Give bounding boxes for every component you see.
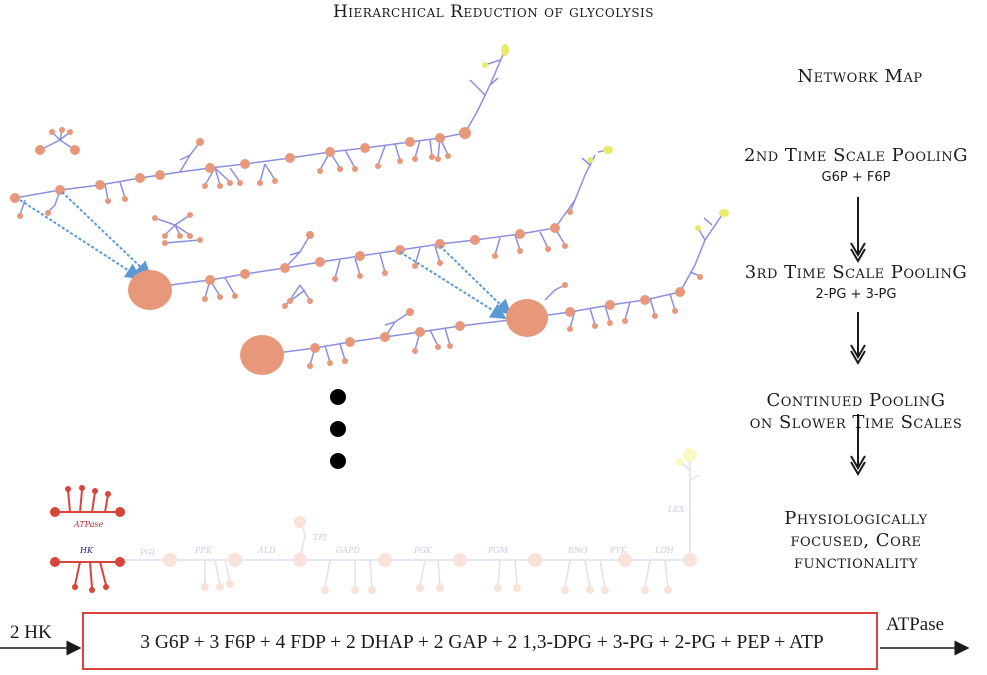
ellipsis-dot: [330, 421, 346, 437]
ellipsis-dot: [330, 389, 346, 405]
output-label: ATPase: [886, 614, 945, 635]
input-label: 2 HK: [10, 622, 52, 643]
hk-label: HK: [79, 546, 94, 555]
svg-text:PGI: PGI: [139, 548, 156, 557]
step-continued-pooling: Continued PoolinG on Slower Time Scales: [749, 390, 963, 433]
step-core-functionality: Physiologically focused, Core functional…: [784, 508, 928, 573]
svg-text:PGK: PGK: [413, 546, 433, 555]
pool-equation-box: 3 G6P + 3 F6P + 4 FDP + 2 DHAP + 2 GAP +…: [82, 612, 878, 670]
step-second-time-scale: 2nd Time Scale PoolinG G6P + F6P: [743, 145, 969, 185]
full-network-map: [14, 49, 506, 216]
core-network: PGI PFK ALD TPI GAPD PGK PGM ENO PYK LDH…: [120, 448, 701, 594]
svg-text:LEX: LEX: [667, 505, 685, 514]
diagram-title: Hierarchical Reduction of glycolysis: [332, 2, 655, 22]
svg-text:ALD: ALD: [257, 546, 276, 555]
svg-text:TPI: TPI: [313, 533, 328, 542]
svg-text:ENO: ENO: [567, 546, 588, 555]
svg-text:PYK: PYK: [609, 546, 628, 555]
svg-text:PFK: PFK: [194, 546, 213, 555]
hk-node: [55, 561, 120, 589]
ellipsis-dot: [330, 453, 346, 469]
pool-equation: 3 G6P + 3 F6P + 4 FDP + 2 DHAP + 2 GAP +…: [140, 632, 824, 653]
atpase-label: ATPase: [73, 520, 104, 529]
svg-text:GAPD: GAPD: [336, 546, 361, 555]
step-network-map: Network Map: [797, 66, 923, 87]
step-third-time-scale: 3rd Time Scale PoolinG 2-PG + 3-PG: [744, 262, 968, 302]
svg-text:PGM: PGM: [487, 546, 509, 555]
atpase-node: [55, 489, 120, 513]
svg-text:LDH: LDH: [654, 546, 675, 555]
